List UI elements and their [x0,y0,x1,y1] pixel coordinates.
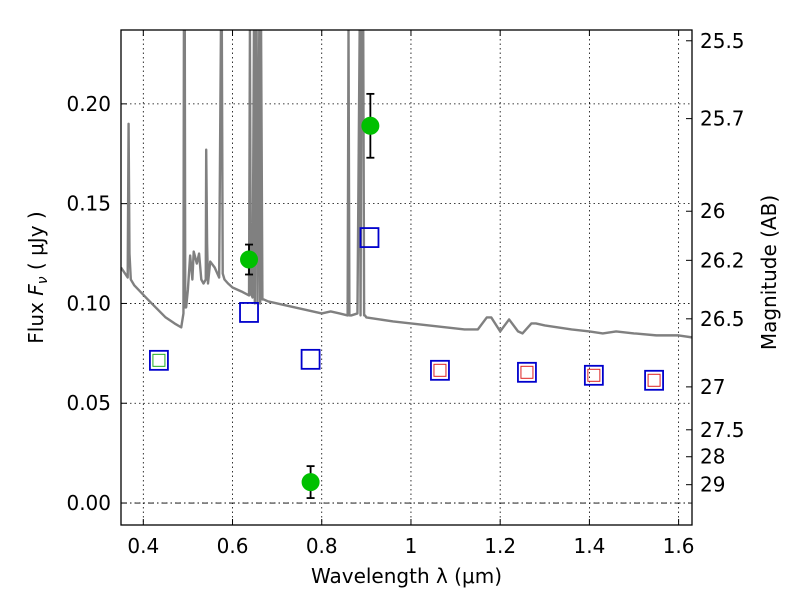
observed-point [240,250,259,269]
x-tick-label: 1.4 [573,534,605,558]
y2-tick-label: 27 [700,375,725,399]
y-tick-label: 0.00 [66,491,111,515]
observed-point [301,473,320,492]
x-tick-label: 1.2 [484,534,516,558]
y2-axis-title: Magnitude (AB) [757,195,781,350]
x-tick-label: 1 [405,534,418,558]
model-square [239,302,259,323]
y-tick-label: 0.20 [66,92,111,116]
y-tick-label: 0.10 [66,291,111,315]
model-square [300,348,321,370]
x-tick-label: 0.4 [127,534,159,558]
y2-tick-label: 27.5 [700,418,745,442]
model-inner-square [520,365,534,379]
y2-tick-label: 26.5 [700,307,745,331]
sed-line [121,30,692,339]
y2-tick-label: 29 [700,473,725,497]
model-square [644,369,664,391]
plot-frame [120,29,693,526]
model-inner-square [587,368,601,382]
model-square [583,364,604,386]
model-inner-square [152,353,166,367]
y2-tick-label: 25.7 [700,107,745,131]
y-tick-label: 0.15 [66,192,111,216]
model-inner-square [647,373,661,387]
y2-tick-label: 28 [700,445,725,469]
x-tick-label: 0.6 [217,534,249,558]
x-axis-title: Wavelength λ (μm) [311,564,502,588]
y-tick-label: 0.05 [66,391,111,415]
x-tick-label: 0.8 [306,534,338,558]
plot-area [121,30,692,339]
markers [149,92,664,499]
y2-tick-label: 25.5 [700,29,745,53]
y-axis-title-prefix: Flux [24,296,48,344]
y2-tick-label: 26 [700,199,725,223]
y-axis-title: Flux Fν ( μJy ) [24,211,51,343]
model-square [359,227,380,248]
model-square [149,349,169,371]
model-inner-square [433,363,447,377]
y-axis-title-suffix: ( μJy ) [24,211,48,276]
grid-lines [121,30,692,525]
y-axis-title-symbol: F [24,284,48,296]
y2-tick-label: 26.2 [700,248,745,272]
model-square [430,359,450,381]
observed-point [361,116,380,135]
x-tick-label: 1.6 [663,534,695,558]
y-axis-title-subscript: ν [35,276,51,284]
tick-labels: 0.4 0.6 0.8 1 1.2 1.4 1.6 0.00 0.05 0.10 0.15 0.20 2… [66,29,744,558]
tick-marks [121,30,692,525]
model-square [517,361,537,383]
